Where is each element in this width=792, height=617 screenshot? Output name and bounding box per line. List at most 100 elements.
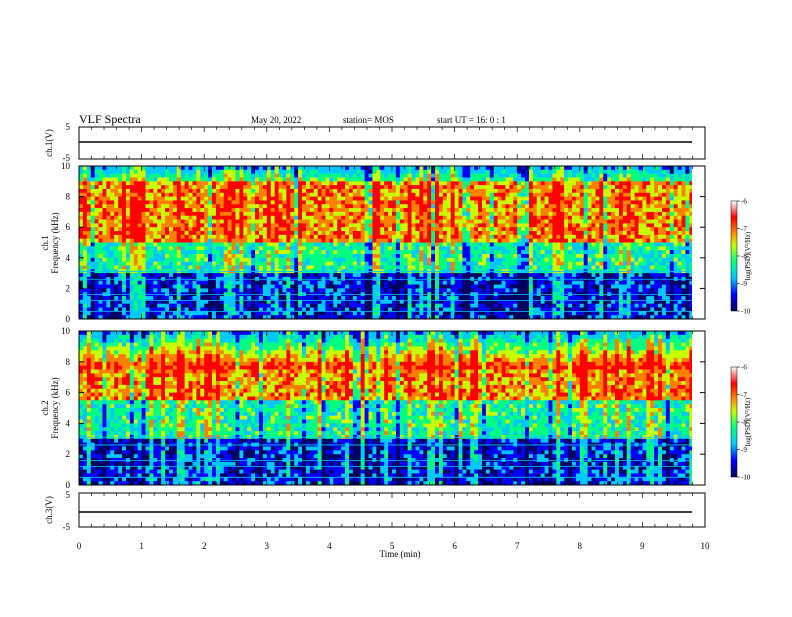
spectrogram-cell: [443, 223, 447, 227]
spectrogram-cell: [185, 265, 189, 269]
spectrogram-cell: [513, 197, 517, 201]
spectrogram-cell: [216, 197, 220, 201]
spectrogram-cell: [204, 273, 208, 277]
spectrogram-cell: [239, 304, 243, 308]
spectrogram-cell: [79, 200, 83, 204]
spectrogram-cell: [314, 265, 318, 269]
spectrogram-cell: [271, 258, 275, 262]
spectrogram-cell: [271, 212, 275, 216]
spectrogram-cell: [134, 216, 138, 220]
spectrogram-cell: [494, 235, 498, 239]
spectrogram-cell: [220, 170, 224, 174]
spectrogram-cell: [439, 193, 443, 197]
spectrogram-cell: [369, 254, 373, 258]
spectrogram-cell: [290, 170, 294, 174]
spectrogram-cell: [208, 216, 212, 220]
spectrogram-cell: [138, 216, 142, 220]
spectrogram-cell: [517, 189, 521, 193]
spectrogram-cell: [192, 227, 196, 231]
spectrogram-cell: [470, 262, 474, 266]
spectrogram-cell: [478, 212, 482, 216]
spectrogram-cell: [427, 220, 431, 224]
spectrogram-cell: [435, 170, 439, 174]
spectrogram-cell: [404, 262, 408, 266]
spectrogram-cell: [294, 243, 298, 247]
spectrogram-cell: [102, 231, 106, 235]
spectrogram-cell: [149, 166, 153, 170]
spectrogram-cell: [114, 216, 118, 220]
spectrogram-cell: [173, 235, 177, 239]
spectrogram-cell: [517, 254, 521, 258]
spectrogram-cell: [337, 189, 341, 193]
spectrogram-cell: [228, 250, 232, 254]
spectrogram-cell: [306, 197, 310, 201]
spectrogram-cell: [459, 193, 463, 197]
spectrogram-cell: [279, 193, 283, 197]
spectrogram-cell: [294, 265, 298, 269]
spectrogram-cell: [169, 250, 173, 254]
spectrogram-cell: [228, 235, 232, 239]
spectrogram-cell: [243, 273, 247, 277]
spectrogram-cell: [384, 239, 388, 243]
spectrogram-cell: [212, 265, 216, 269]
spectrogram-cell: [435, 254, 439, 258]
spectrogram-cell: [106, 243, 110, 247]
spectrogram-cell: [243, 254, 247, 258]
spectrogram-cell: [99, 189, 103, 193]
spectrogram-cell: [228, 200, 232, 204]
spectrogram-cell: [560, 220, 564, 224]
spectrogram-cell: [263, 254, 267, 258]
spectrogram-cell: [357, 166, 361, 170]
spectrogram-cell: [537, 288, 541, 292]
spectrogram-cell: [369, 304, 373, 308]
spectrogram-cell: [560, 200, 564, 204]
spectrogram-cell: [459, 288, 463, 292]
spectrogram-cell: [267, 208, 271, 212]
spectrogram-cell: [275, 273, 279, 277]
spectrogram-cell: [302, 258, 306, 262]
spectrogram-cell: [286, 304, 290, 308]
spectrogram-cell: [126, 288, 130, 292]
spectrogram-cell: [310, 223, 314, 227]
spectrogram-cell: [189, 200, 193, 204]
spectrogram-cell: [325, 273, 329, 277]
spectrogram-cell: [415, 166, 419, 170]
spectrogram-cell: [294, 223, 298, 227]
spectrogram-cell: [470, 181, 474, 185]
spectrogram-cell: [400, 170, 404, 174]
spectrogram-cell: [236, 311, 240, 315]
spectrogram-cell: [247, 170, 251, 174]
spectrogram-cell: [490, 288, 494, 292]
spectrogram-cell: [502, 193, 506, 197]
spectrogram-cell: [498, 204, 502, 208]
spectrogram-cell: [509, 250, 513, 254]
spectrogram-cell: [267, 235, 271, 239]
spectrogram-cell: [216, 250, 220, 254]
spectrogram-cell: [161, 216, 165, 220]
spectrogram-cell: [412, 246, 416, 250]
spectrogram-cell: [556, 246, 560, 250]
spectrogram-cell: [388, 281, 392, 285]
spectrogram-cell: [306, 193, 310, 197]
spectrogram-cell: [294, 197, 298, 201]
spectrogram-cell: [408, 185, 412, 189]
spectrogram-cell: [192, 208, 196, 212]
spectrogram-cell: [185, 239, 189, 243]
spectrogram-cell: [267, 216, 271, 220]
spectrogram-cell: [165, 273, 169, 277]
spectrogram-cell: [220, 250, 224, 254]
spectrogram-cell: [181, 197, 185, 201]
spectrogram-cell: [349, 254, 353, 258]
spectrogram-cell: [294, 189, 298, 193]
spectrogram-cell: [99, 243, 103, 247]
spectrogram-cell: [87, 288, 91, 292]
spectrogram-cell: [318, 181, 322, 185]
spectrogram-cell: [322, 216, 326, 220]
spectrogram-cell: [247, 204, 251, 208]
spectrogram-cell: [517, 177, 521, 181]
spectrogram-cell: [552, 285, 556, 289]
spectrogram-cell: [384, 246, 388, 250]
spectrogram-cell: [130, 288, 134, 292]
spectrogram-cell: [459, 243, 463, 247]
spectrogram-cell: [337, 304, 341, 308]
